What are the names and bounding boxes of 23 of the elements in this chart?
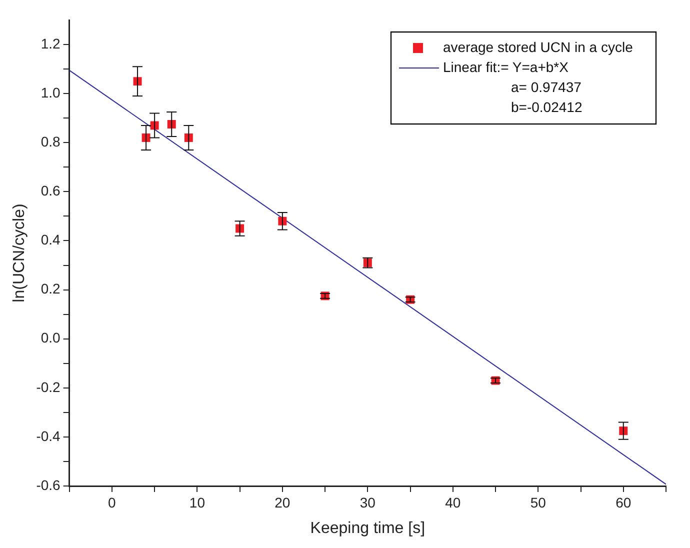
- y-tick-label: 1.0: [40, 84, 61, 100]
- y-axis-title: ln(UCN/cycle): [11, 204, 28, 302]
- x-tick-label: 20: [274, 494, 290, 510]
- x-tick-label: 40: [445, 494, 461, 510]
- x-tick-label: 10: [189, 494, 206, 510]
- legend-label: Linear fit:= Y=a+b*X: [443, 58, 570, 75]
- x-tick-label: 60: [616, 494, 632, 510]
- legend-label: average stored UCN in a cycle: [443, 38, 634, 55]
- y-tick-label: 0.2: [40, 280, 61, 297]
- y-tick-label: 1.2: [40, 35, 61, 52]
- y-tick-label: 0.6: [40, 182, 61, 199]
- x-tick-label: 50: [530, 494, 546, 510]
- y-tick-label: -0.6: [36, 476, 61, 493]
- y-tick-label: 0.0: [40, 330, 61, 346]
- x-tick-label: 30: [360, 494, 376, 510]
- annotation: b=-0.02412: [511, 98, 582, 115]
- y-tick-label: -0.2: [36, 378, 61, 395]
- annotation: a= 0.97437: [511, 78, 582, 95]
- y-tick-label: 0.8: [40, 133, 61, 150]
- x-tick-label: 0: [108, 494, 116, 510]
- x-axis-title: Keeping time [s]: [310, 520, 426, 537]
- y-tick-label: 0.4: [40, 232, 61, 248]
- y-tick-label: -0.4: [36, 428, 61, 444]
